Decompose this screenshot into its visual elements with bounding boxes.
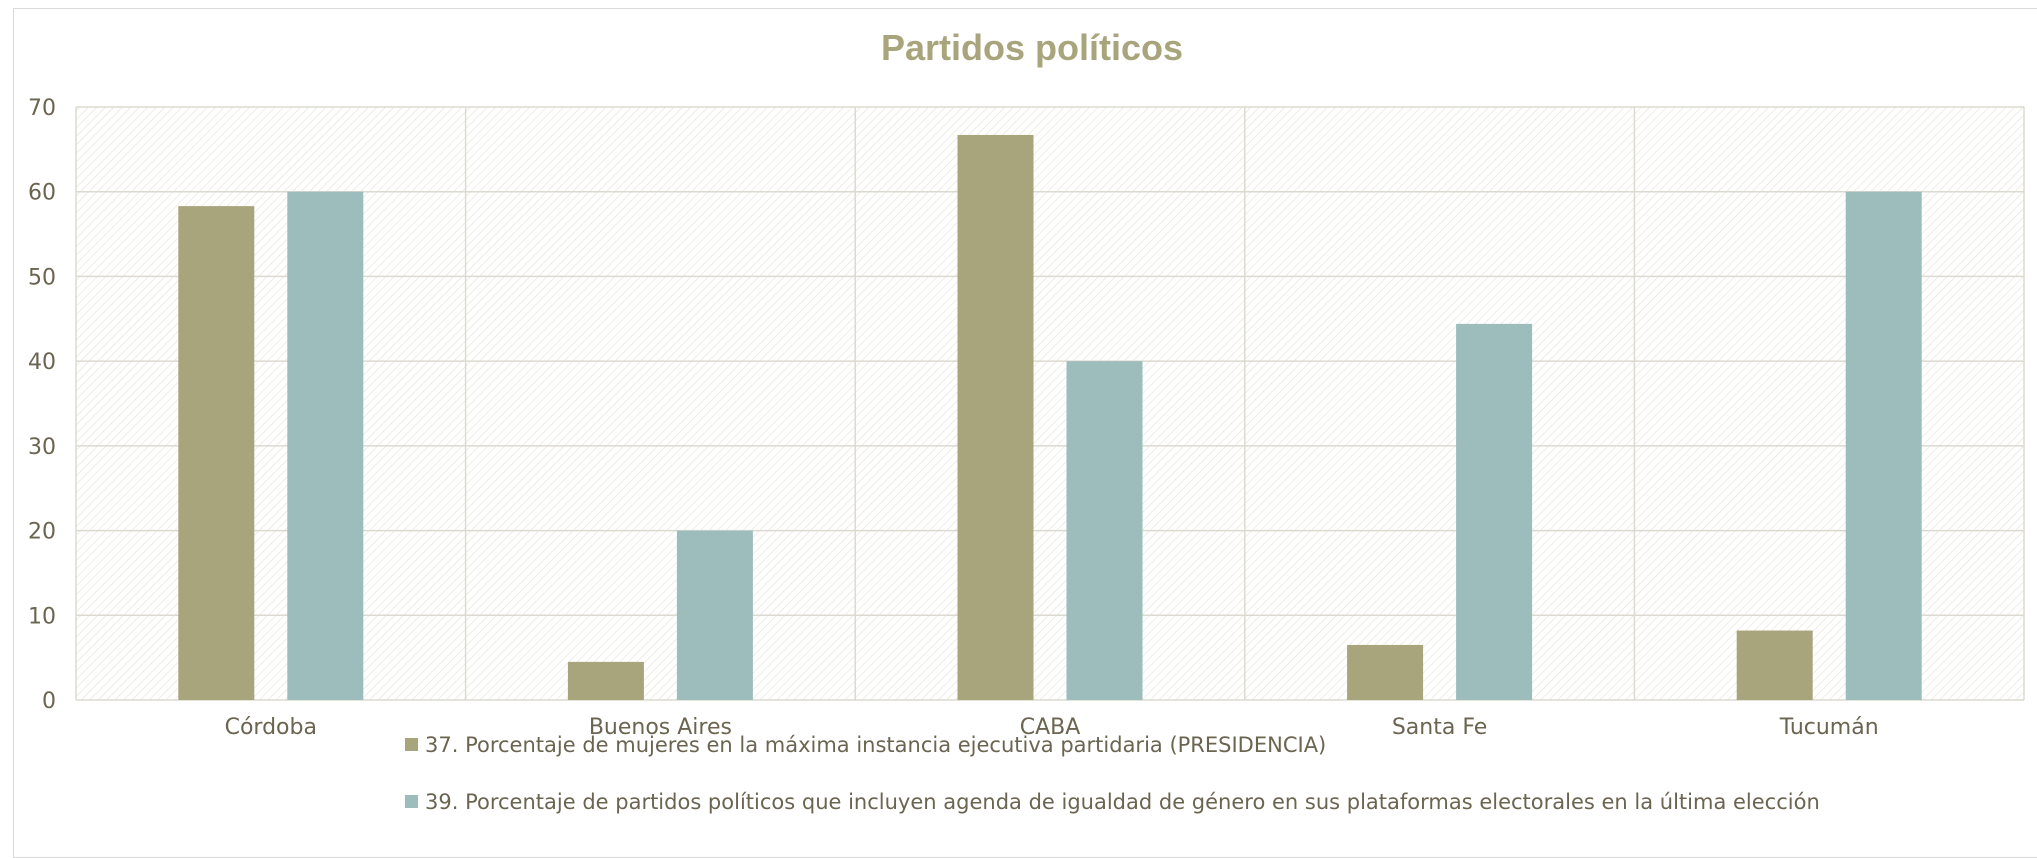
bar — [1066, 361, 1143, 700]
y-tick-label: 10 — [28, 604, 56, 629]
x-tick-label: Tucumán — [1779, 715, 1879, 740]
y-tick-label: 50 — [28, 265, 56, 290]
x-tick-label: CABA — [1020, 715, 1081, 740]
legend-swatch — [405, 738, 418, 751]
y-tick-label: 0 — [42, 689, 56, 714]
bar — [178, 206, 255, 700]
bar — [1845, 191, 1922, 700]
bar — [287, 191, 364, 700]
bar — [676, 530, 753, 700]
bar — [1347, 644, 1424, 700]
y-tick-label: 40 — [28, 350, 56, 375]
chart-title: Partidos políticos — [881, 27, 1183, 68]
x-tick-label: Buenos Aires — [589, 715, 732, 740]
legend-swatch — [405, 795, 418, 808]
bar — [567, 661, 644, 700]
x-tick-label: Córdoba — [225, 715, 317, 740]
y-tick-label: 20 — [28, 520, 56, 545]
y-tick-label: 60 — [28, 181, 56, 206]
x-tick-label: Santa Fe — [1392, 715, 1487, 740]
legend-label: 39. Porcentaje de partidos políticos que… — [425, 790, 1820, 814]
legend-label: 37. Porcentaje de mujeres en la máxima i… — [425, 733, 1326, 757]
plot-background — [76, 107, 2024, 700]
bar — [1736, 630, 1813, 700]
legend: 37. Porcentaje de mujeres en la máxima i… — [405, 733, 1820, 814]
y-tick-label: 70 — [28, 96, 56, 121]
y-tick-label: 30 — [28, 435, 56, 460]
plot-area: 0 10 20 30 40 50 60 70 Córdoba Buenos Aires CABA Sa… — [28, 96, 2025, 740]
bar — [1456, 323, 1533, 700]
bar — [957, 134, 1034, 701]
